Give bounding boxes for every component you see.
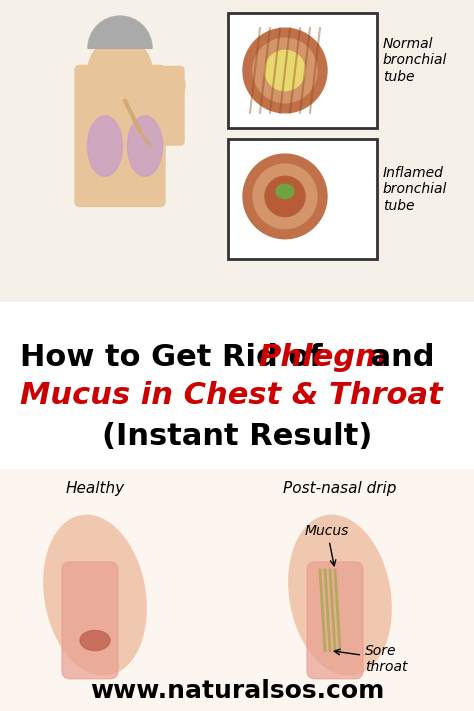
Circle shape: [265, 176, 305, 217]
Text: Phlegm: Phlegm: [258, 343, 387, 372]
Circle shape: [253, 38, 317, 102]
Text: (Instant Result): (Instant Result): [102, 422, 372, 451]
Text: Post-nasal drip: Post-nasal drip: [283, 481, 397, 496]
Text: Sore
throat: Sore throat: [334, 643, 408, 674]
Circle shape: [155, 70, 185, 101]
Ellipse shape: [88, 116, 122, 176]
Circle shape: [243, 28, 327, 113]
FancyBboxPatch shape: [307, 562, 363, 679]
Ellipse shape: [128, 116, 163, 176]
Ellipse shape: [289, 515, 391, 675]
Ellipse shape: [276, 184, 294, 198]
Ellipse shape: [80, 631, 110, 651]
FancyBboxPatch shape: [62, 562, 118, 679]
Text: Mucus in Chest & Throat: Mucus in Chest & Throat: [20, 380, 443, 410]
FancyBboxPatch shape: [228, 139, 377, 259]
Text: Normal
bronchial
tube: Normal bronchial tube: [383, 37, 447, 84]
Text: Mucus: Mucus: [305, 524, 349, 566]
FancyBboxPatch shape: [151, 66, 184, 145]
Text: How to Get Rid of: How to Get Rid of: [20, 343, 333, 372]
Text: Inflamed
bronchial
tube: Inflamed bronchial tube: [383, 166, 447, 213]
Text: and: and: [360, 343, 435, 372]
Text: www.naturalsos.com: www.naturalsos.com: [90, 679, 384, 703]
Circle shape: [253, 164, 317, 229]
FancyBboxPatch shape: [75, 65, 165, 206]
Circle shape: [243, 154, 327, 239]
FancyBboxPatch shape: [228, 13, 377, 128]
Circle shape: [265, 50, 305, 90]
Text: Healthy: Healthy: [65, 481, 125, 496]
Wedge shape: [88, 16, 152, 48]
Circle shape: [88, 38, 152, 102]
Ellipse shape: [44, 515, 146, 675]
